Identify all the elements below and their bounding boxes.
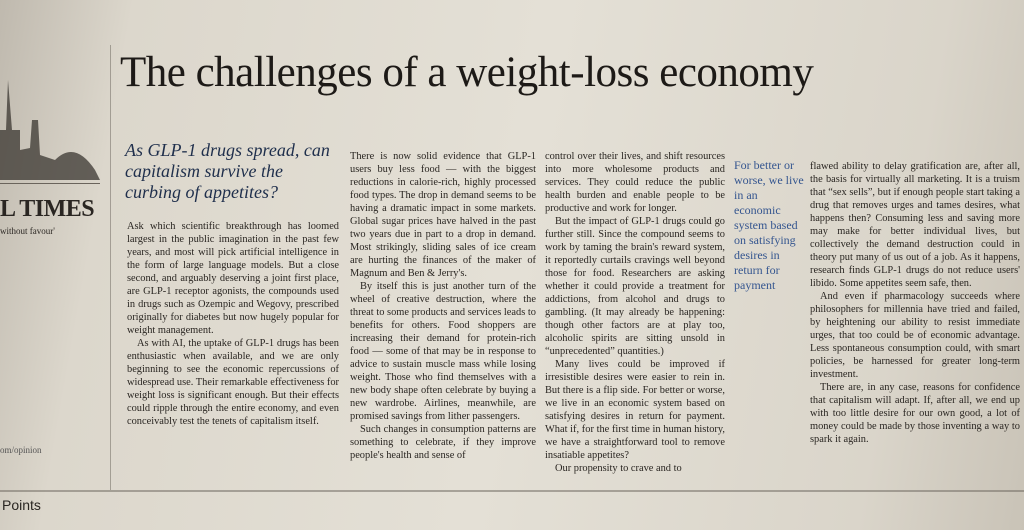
- paragraph: flawed ability to delay gratification ar…: [810, 161, 1020, 289]
- article-column: flawed ability to delay gratification ar…: [810, 160, 1020, 505]
- section-label: Points: [2, 497, 41, 513]
- headline: The challenges of a weight-loss economy: [120, 49, 814, 96]
- bottom-rule: [0, 490, 1024, 492]
- masthead-motto: without favour': [0, 226, 55, 236]
- skyline-illustration: [0, 80, 100, 180]
- paragraph: There are, in any case, reasons for conf…: [810, 382, 1020, 445]
- paragraph: Our propensity to crave and to: [555, 463, 682, 474]
- pull-quote: For better or worse, we live in an econo…: [734, 158, 804, 292]
- masthead-rule: [0, 183, 100, 184]
- paragraph: Ask which scientific breakthrough has lo…: [127, 221, 339, 336]
- paragraph: Many lives could be improved if irresist…: [545, 359, 725, 461]
- article-column: There is now solid evidence that GLP-1 u…: [350, 150, 536, 495]
- paragraph: And even if pharmacology succeeds where …: [810, 291, 1020, 380]
- article-column: control over their lives, and shift reso…: [545, 150, 725, 495]
- paragraph: control over their lives, and shift reso…: [545, 151, 725, 214]
- masthead-url: om/opinion: [0, 445, 42, 455]
- paragraph: But the impact of GLP-1 drugs could go f…: [545, 216, 725, 357]
- paragraph: As with AI, the uptake of GLP-1 drugs ha…: [127, 338, 339, 427]
- article-column: Ask which scientific breakthrough has lo…: [127, 220, 339, 495]
- paragraph: Such changes in consumption patterns are…: [350, 424, 536, 461]
- paragraph: There is now solid evidence that GLP-1 u…: [350, 151, 536, 279]
- column-rule: [110, 45, 111, 490]
- masthead-name: L TIMES: [0, 196, 95, 222]
- standfirst: As GLP-1 drugs spread, can capitalism su…: [125, 140, 330, 202]
- paragraph: By itself this is just another turn of t…: [350, 281, 536, 422]
